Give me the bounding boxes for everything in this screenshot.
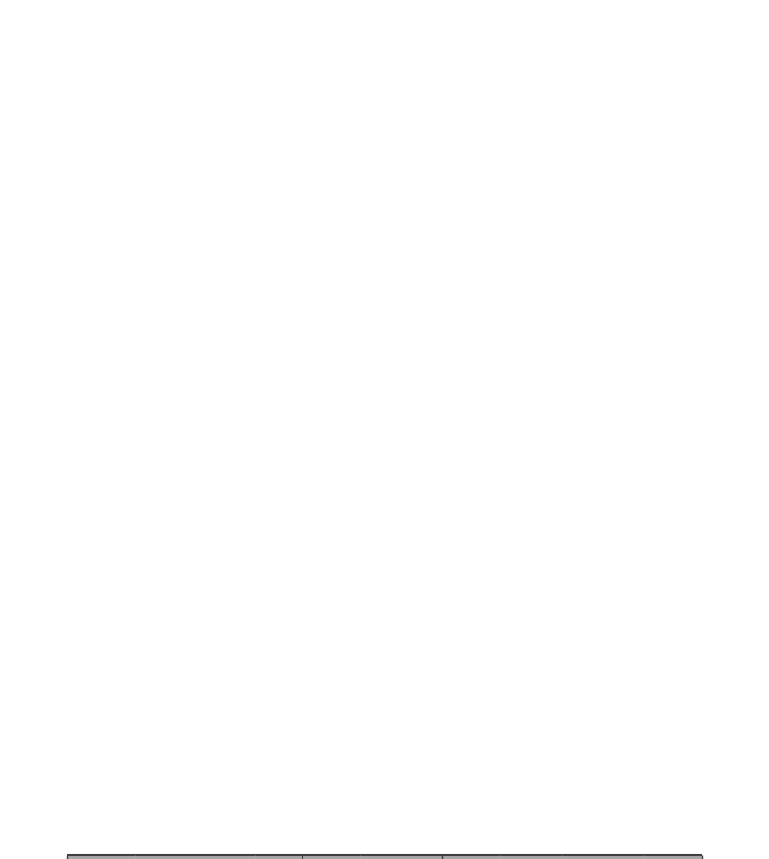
Bar bbox=[67, 855, 702, 859]
